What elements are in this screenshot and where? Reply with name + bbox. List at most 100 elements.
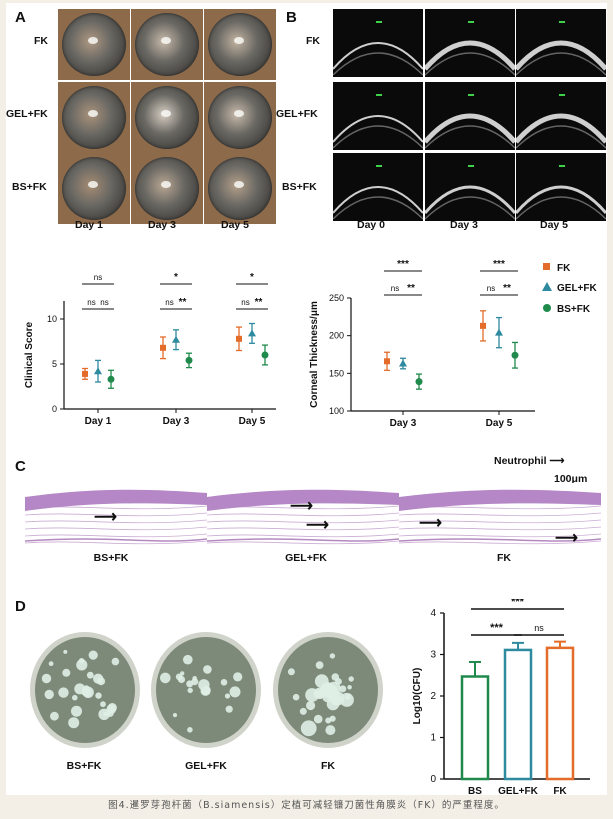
- legend-label: GEL+FK: [557, 283, 598, 294]
- data-point: [160, 344, 166, 351]
- significance-label: ns: [100, 298, 108, 307]
- significance-label: *: [174, 272, 178, 283]
- x-tick-label: GEL+FK: [498, 786, 539, 795]
- oct-image: [425, 153, 515, 221]
- y-tick-label: 5: [52, 359, 57, 369]
- eye-photo: [131, 9, 203, 80]
- a-col-label-day3: Day 3: [147, 219, 177, 231]
- a-row-label-bs: BS+FK: [12, 181, 47, 193]
- legend-label: BS+FK: [557, 304, 591, 315]
- significance-label: ns: [487, 284, 495, 293]
- data-point: [261, 351, 269, 359]
- neutrophil-arrow-icon: ⟶: [419, 515, 442, 532]
- neutrophil-arrow-icon: ⟶: [290, 498, 313, 515]
- eye-photo: [131, 153, 203, 224]
- neutrophil-arrow-icon: ⟶: [555, 530, 578, 547]
- oct-image: [333, 153, 423, 221]
- significance-label: ns: [534, 623, 544, 633]
- culture-plate: [149, 630, 263, 750]
- legend-marker: [543, 263, 550, 270]
- c-label-fk: FK: [497, 552, 511, 564]
- x-tick-label: Day 3: [390, 418, 417, 429]
- significance-label: ***: [511, 599, 525, 608]
- culture-plate: [271, 630, 385, 750]
- y-tick-label: 1: [430, 733, 436, 744]
- y-tick-label: 150: [329, 368, 344, 378]
- data-point: [384, 358, 390, 365]
- b-row-label-bs: BS+FK: [282, 181, 317, 193]
- bar: [460, 675, 490, 781]
- histology-section: [207, 483, 399, 549]
- data-point: [495, 328, 503, 336]
- c-label-gel: GEL+FK: [285, 552, 327, 564]
- significance-label: ns: [87, 298, 95, 307]
- y-tick-label: 4: [430, 608, 436, 619]
- significance-label: ***: [493, 259, 505, 270]
- y-axis-label: Clinical Score: [24, 321, 35, 388]
- oct-image: [333, 9, 423, 77]
- significance-label: ns: [94, 273, 102, 282]
- neutrophil-arrow-icon: ⟶: [94, 509, 117, 526]
- significance-label: ns: [241, 298, 249, 307]
- figure-caption: 图4.暹罗芽孢杆菌（B.siamensis）定植可减轻镰刀菌性角膜炎（FK）的严…: [108, 800, 505, 811]
- x-tick-label: Day 3: [163, 416, 190, 427]
- significance-label: **: [255, 297, 263, 308]
- legend-label: FK: [557, 263, 571, 274]
- figure-panel: A B C D FK GEL+FK BS+FK Day 1 Day 3 Day …: [6, 3, 607, 795]
- x-tick-label: Day 5: [239, 416, 266, 427]
- panel-label-b: B: [286, 9, 297, 26]
- eye-photo: [131, 82, 203, 153]
- d-label-fk: FK: [321, 760, 335, 772]
- significance-label: ***: [490, 622, 504, 634]
- data-point: [107, 375, 115, 383]
- eye-photo: [58, 9, 130, 80]
- y-axis-label: Log10(CFU): [412, 668, 423, 725]
- panel-label-c: C: [15, 458, 26, 475]
- data-point: [185, 356, 193, 364]
- histology-section: [25, 483, 207, 549]
- x-tick-label: Day 1: [85, 416, 112, 427]
- y-tick-label: 0: [430, 774, 436, 785]
- oct-image: [425, 82, 515, 150]
- significance-label: **: [179, 297, 187, 308]
- y-tick-label: 0: [52, 404, 57, 414]
- data-point: [236, 335, 242, 342]
- a-col-label-day1: Day 1: [74, 219, 104, 231]
- a-row-label-fk: FK: [34, 35, 48, 47]
- d-label-gel: GEL+FK: [185, 760, 227, 772]
- significance-label: *: [250, 272, 254, 283]
- eye-photo: [204, 82, 276, 153]
- data-point: [172, 335, 180, 343]
- d-label-bs: BS+FK: [66, 760, 102, 772]
- eye-photo: [58, 153, 130, 224]
- y-tick-label: 2: [430, 691, 436, 702]
- histology-section: [399, 483, 601, 549]
- panel-label-d: D: [15, 598, 26, 615]
- neutrophil-arrow-icon: ⟶: [306, 517, 329, 534]
- oct-image: [516, 82, 606, 150]
- significance-label: **: [407, 283, 415, 294]
- y-tick-label: 200: [329, 331, 344, 341]
- eye-photo: [58, 82, 130, 153]
- eye-photo: [204, 153, 276, 224]
- data-point: [399, 359, 407, 367]
- y-tick-label: 100: [329, 406, 344, 416]
- y-tick-label: 3: [430, 650, 436, 661]
- data-point: [511, 351, 519, 359]
- legend-marker: [542, 282, 552, 291]
- bar: [503, 648, 533, 781]
- cfu-bar-chart: 0 1 2 3 4 Log10(CFU) BS GEL+FK FK *** ns ***: [412, 599, 590, 795]
- b-row-label-fk: FK: [306, 35, 320, 47]
- x-tick-label: Day 5: [486, 418, 513, 429]
- neutrophil-legend: Neutrophil ⟶: [494, 455, 564, 467]
- data-point: [415, 378, 423, 386]
- neutrophil-legend-arrow-icon: ⟶: [549, 455, 565, 467]
- y-axis-label: Corneal Thickness/μm: [309, 301, 320, 408]
- data-point: [94, 367, 102, 375]
- oct-image: [333, 82, 423, 150]
- oct-image: [425, 9, 515, 77]
- y-tick-label: 250: [329, 293, 344, 303]
- data-point: [248, 329, 256, 337]
